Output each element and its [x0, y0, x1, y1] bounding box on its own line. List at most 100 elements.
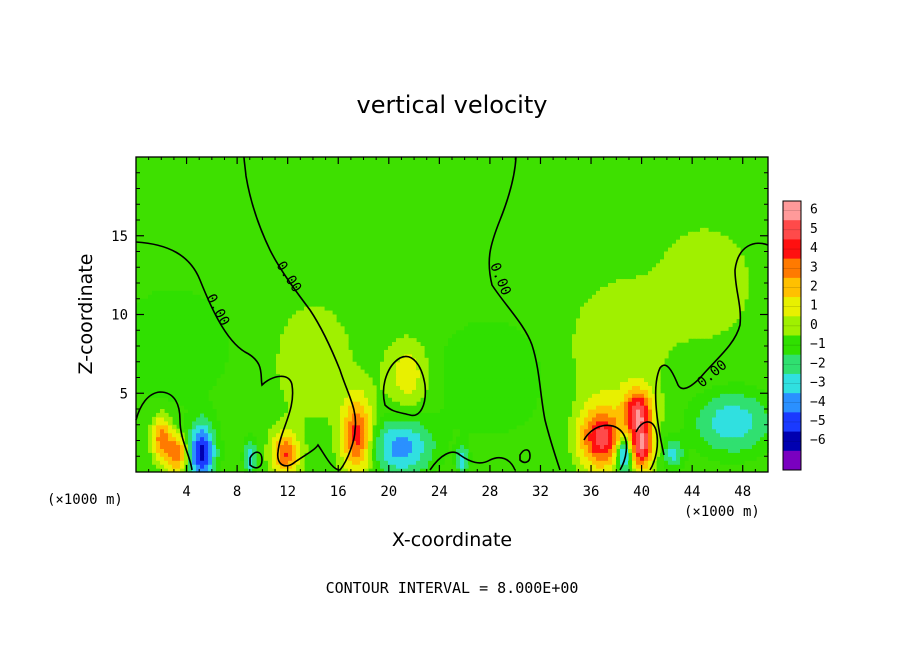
- field-cell: [180, 468, 185, 473]
- field-cell: [204, 361, 209, 367]
- field-cell: [656, 393, 661, 398]
- field-cell: [288, 416, 293, 422]
- field-cell: [672, 275, 677, 280]
- field-cell: [176, 393, 181, 398]
- field-cell: [644, 397, 649, 402]
- field-cell: [628, 310, 633, 316]
- field-cell: [656, 290, 661, 296]
- field-cell: [756, 393, 761, 398]
- field-cell: [368, 393, 373, 398]
- field-cell: [196, 409, 201, 414]
- field-cell: [728, 259, 733, 264]
- field-cell: [616, 456, 621, 461]
- field-cell: [684, 310, 689, 316]
- field-cell: [608, 369, 613, 375]
- field-cell: [668, 318, 673, 323]
- field-cell: [344, 452, 349, 457]
- field-cell: [484, 353, 489, 359]
- field-cell: [436, 464, 441, 469]
- field-cell: [160, 314, 165, 320]
- field-cell: [584, 385, 589, 390]
- field-cell: [264, 444, 269, 449]
- field-cell: [172, 424, 177, 430]
- field-cell: [464, 409, 469, 414]
- field-cell: [640, 302, 645, 308]
- field-cell: [384, 381, 389, 386]
- field-cell: [224, 353, 229, 359]
- field-cell: [164, 436, 169, 442]
- field-cell: [412, 401, 417, 406]
- field-cell: [624, 306, 629, 312]
- field-cell: [600, 330, 605, 335]
- field-cell: [160, 349, 165, 355]
- field-cell: [688, 424, 693, 430]
- field-cell: [164, 322, 169, 327]
- field-cell: [708, 283, 713, 288]
- field-cell: [184, 322, 189, 327]
- field-cell: [148, 432, 153, 438]
- field-cell: [212, 377, 217, 383]
- field-cell: [716, 314, 721, 320]
- field-cell: [464, 416, 469, 422]
- field-cell: [760, 424, 765, 430]
- field-cell: [576, 318, 581, 323]
- field-cell: [316, 353, 321, 359]
- field-cell: [316, 405, 321, 410]
- field-cell: [136, 334, 141, 339]
- field-cell: [452, 424, 457, 430]
- field-cell: [740, 448, 745, 453]
- colorbar-segment: [783, 201, 801, 221]
- field-cell: [272, 440, 277, 446]
- field-cell: [468, 393, 473, 398]
- field-cell: [208, 432, 213, 438]
- field-cell: [664, 440, 669, 446]
- field-cell: [640, 365, 645, 371]
- field-cell: [468, 377, 473, 383]
- field-cell: [212, 330, 217, 335]
- field-cell: [728, 275, 733, 280]
- field-cell: [328, 349, 333, 355]
- field-cell: [288, 318, 293, 323]
- field-cell: [356, 397, 361, 402]
- field-cell: [604, 393, 609, 398]
- field-cell: [608, 428, 613, 434]
- field-cell: [164, 318, 169, 323]
- field-cell: [340, 452, 345, 457]
- field-cell: [220, 334, 225, 339]
- field-cell: [580, 424, 585, 430]
- field-cell: [300, 342, 305, 347]
- field-cell: [692, 298, 697, 304]
- field-cell: [192, 424, 197, 430]
- field-cell: [188, 452, 193, 457]
- field-cell: [624, 346, 629, 351]
- field-cell: [600, 456, 605, 461]
- field-cell: [204, 412, 209, 418]
- field-cell: [620, 405, 625, 410]
- field-cell: [360, 436, 365, 442]
- field-cell: [328, 361, 333, 367]
- field-cell: [704, 428, 709, 434]
- field-cell: [472, 322, 477, 327]
- field-cell: [160, 452, 165, 457]
- field-cell: [684, 271, 689, 276]
- field-cell: [328, 416, 333, 422]
- field-cell: [636, 306, 641, 312]
- field-cell: [304, 318, 309, 323]
- field-cell: [684, 302, 689, 308]
- field-cell: [208, 448, 213, 453]
- field-cell: [160, 318, 165, 323]
- field-cell: [584, 381, 589, 386]
- field-cell: [736, 436, 741, 442]
- field-cell: [628, 412, 633, 418]
- field-cell: [204, 444, 209, 449]
- field-cell: [300, 440, 305, 446]
- field-cell: [296, 322, 301, 327]
- field-cell: [712, 263, 717, 268]
- field-cell: [736, 416, 741, 422]
- field-cell: [480, 420, 485, 426]
- field-cell: [408, 338, 413, 343]
- field-cell: [644, 302, 649, 308]
- field-cell: [580, 397, 585, 402]
- field-cell: [700, 318, 705, 323]
- field-cell: [340, 420, 345, 426]
